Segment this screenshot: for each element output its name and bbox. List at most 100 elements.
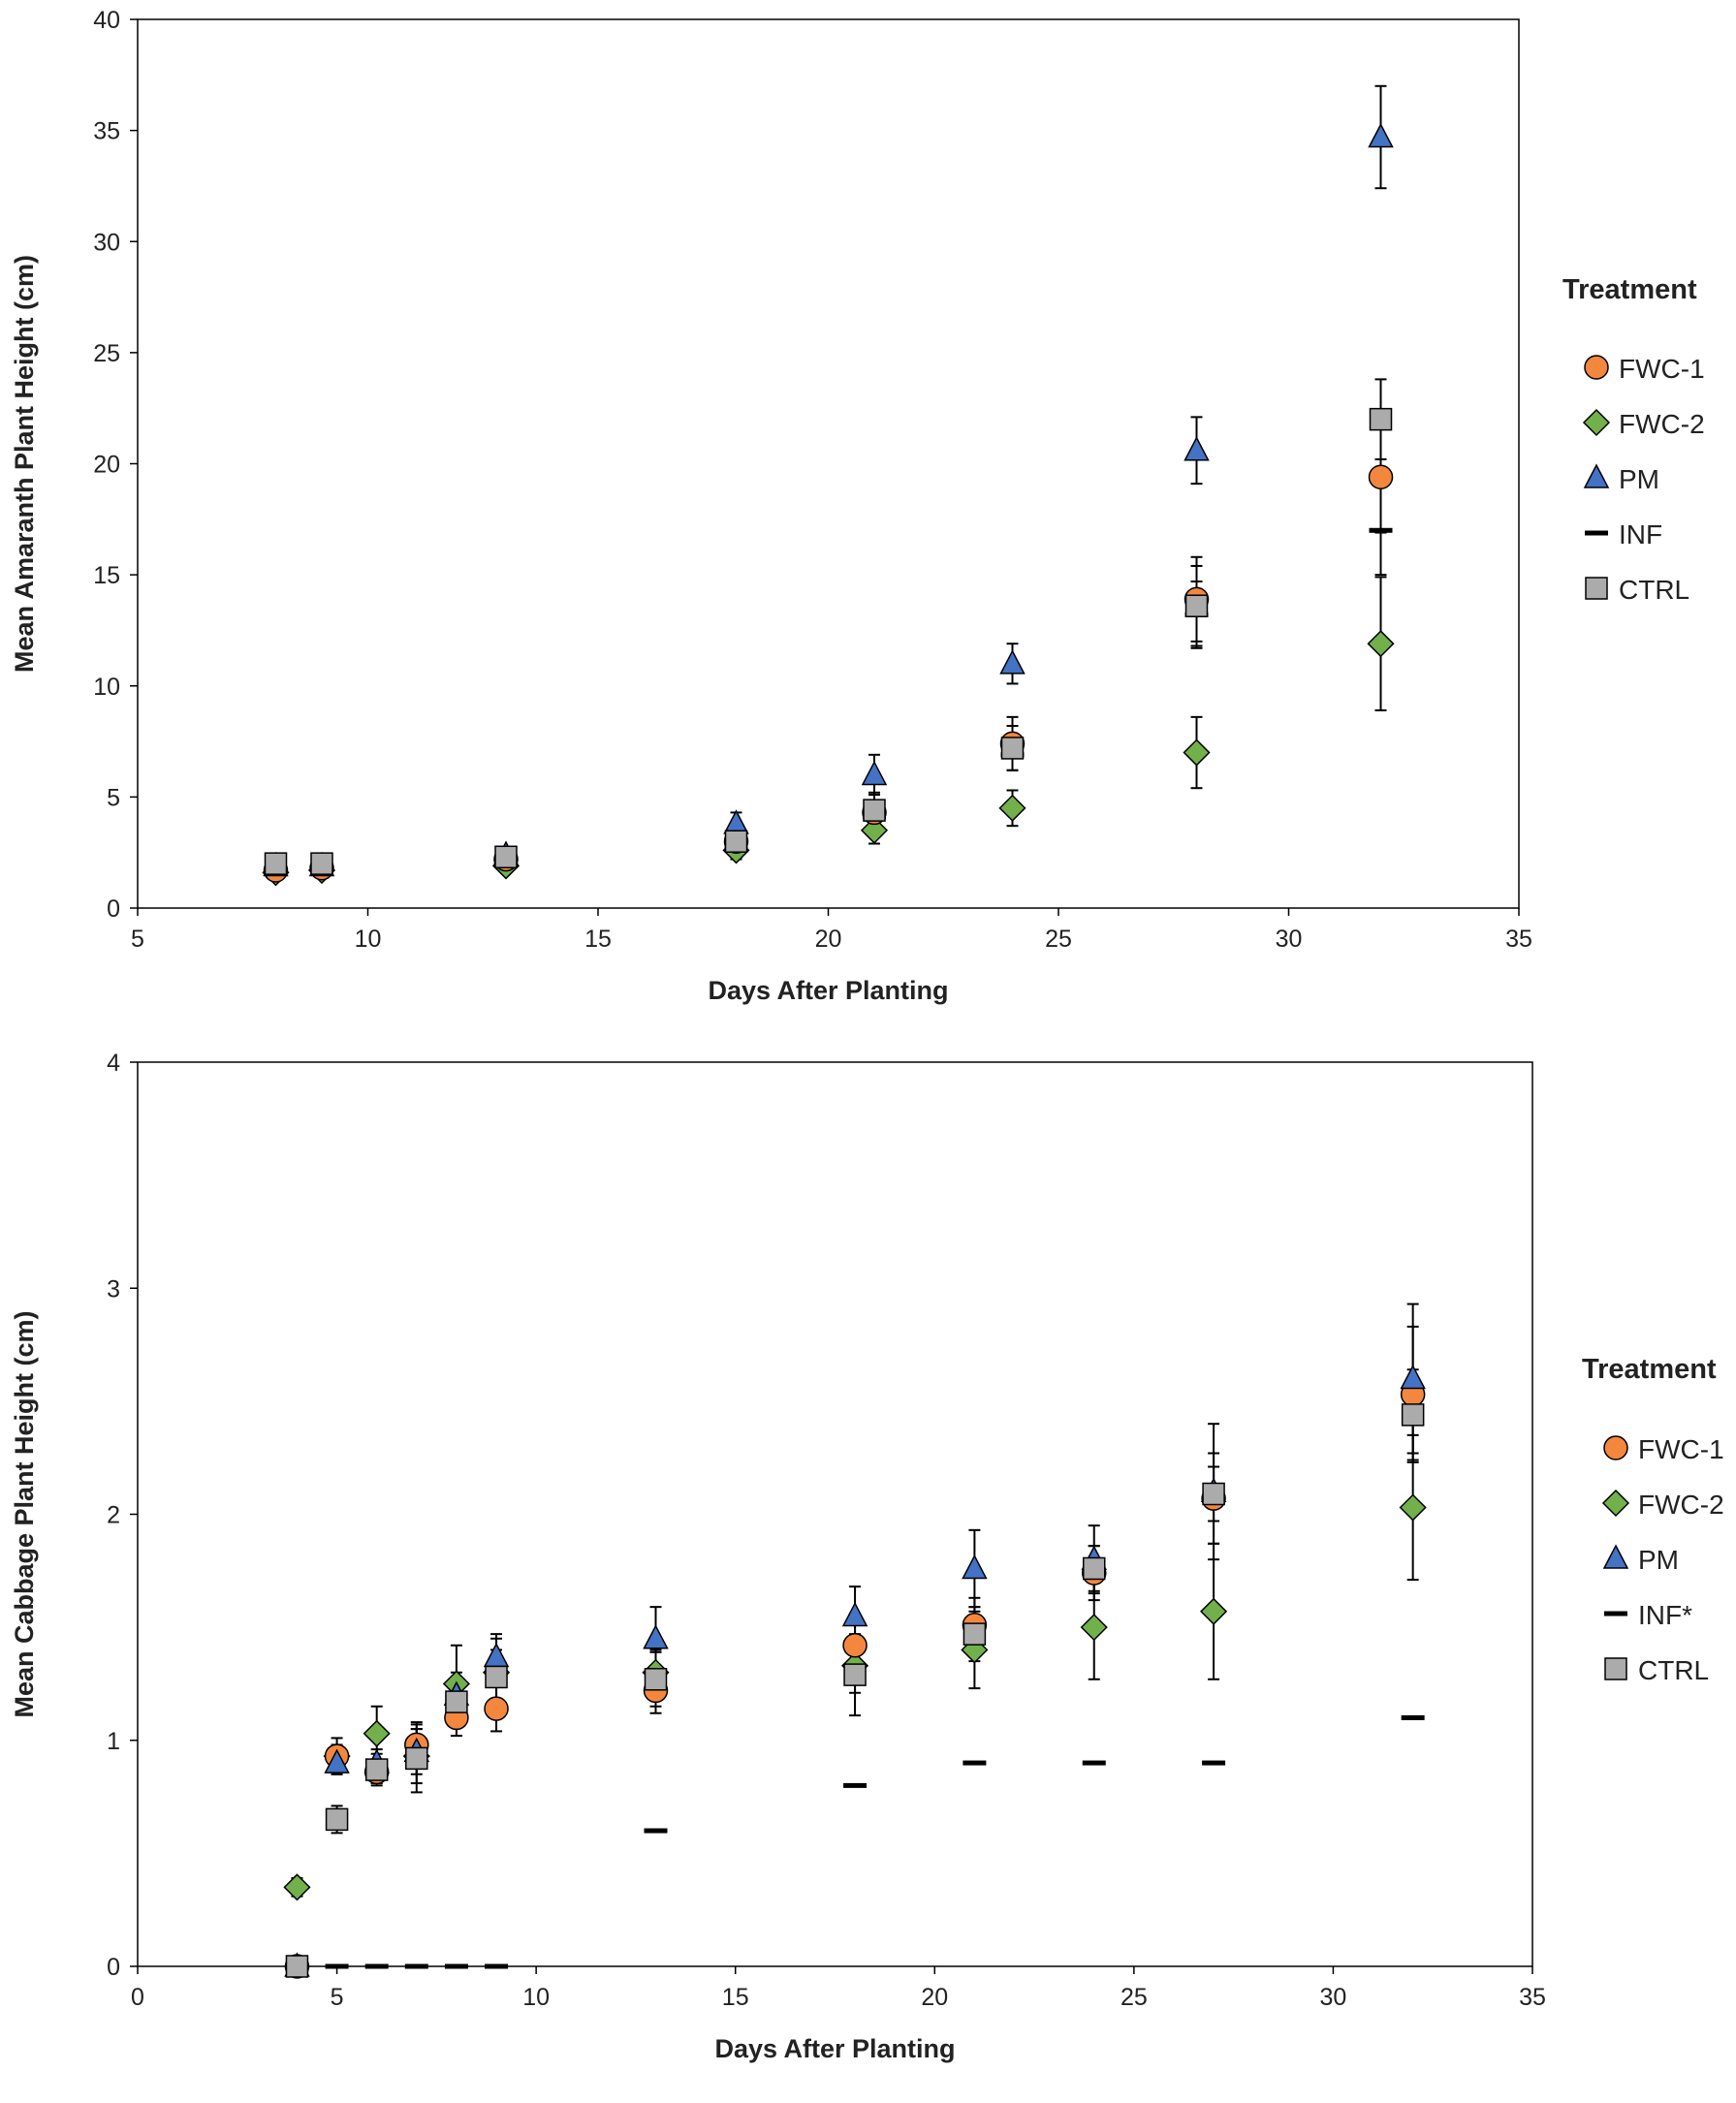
legend-item: FWC-2: [1601, 1489, 1724, 1520]
y-tick-label: 25: [93, 340, 120, 367]
data-point: [998, 794, 1026, 822]
y-tick-label: 20: [93, 452, 120, 479]
legend-label: FWC-2: [1638, 1490, 1724, 1520]
error-bars-pm: [269, 84, 1387, 872]
data-point: [1080, 1614, 1108, 1642]
legend-marker: [1602, 1544, 1629, 1569]
data-point: [860, 816, 889, 844]
x-tick-label: 20: [921, 1984, 948, 2011]
x-tick-label: 30: [1276, 926, 1303, 953]
error-bars-fwc-2: [269, 576, 1387, 878]
x-tick-label: 35: [1505, 926, 1532, 953]
x-tick-label: 35: [1519, 1984, 1546, 2011]
data-point: [283, 1873, 311, 1901]
legend-item: INF: [1585, 519, 1662, 549]
y-tick-label: 35: [93, 118, 120, 145]
legend-label: CTRL: [1619, 575, 1689, 605]
data-point: [324, 1748, 350, 1773]
y-tick-label: 2: [107, 1502, 120, 1529]
data-point: [644, 1828, 668, 1834]
y-axis-title: Mean Amaranth Plant Height (cm): [10, 255, 39, 673]
data-point: [1399, 1493, 1427, 1522]
legend-marker: [1601, 1489, 1630, 1518]
data-point: [1369, 407, 1393, 431]
series-inf: [264, 527, 1393, 875]
legend-label: CTRL: [1638, 1655, 1709, 1685]
x-tick-label: 10: [355, 926, 382, 953]
data-point: [1401, 1714, 1425, 1720]
data-point: [484, 1696, 509, 1721]
series-ctrl: [285, 1403, 1425, 1978]
error-bars-inf: [269, 485, 1387, 878]
data-point: [1000, 737, 1025, 760]
data-point: [1400, 1364, 1426, 1390]
x-tick-label: 5: [331, 1984, 344, 2011]
data-point: [404, 1963, 428, 1969]
y-tick-label: 30: [93, 229, 120, 256]
data-point: [445, 1690, 468, 1713]
data-point: [264, 852, 288, 875]
data-point: [1200, 1597, 1228, 1625]
data-point: [1368, 122, 1394, 148]
legend-marker: [1583, 463, 1610, 488]
y-tick-label: 40: [93, 7, 120, 34]
data-point: [861, 760, 888, 786]
data-point: [843, 1663, 867, 1686]
data-point: [963, 1622, 987, 1646]
y-tick-label: 3: [107, 1275, 120, 1303]
data-point: [842, 1633, 868, 1658]
data-point: [364, 1758, 389, 1781]
data-point: [325, 1807, 349, 1832]
data-point: [963, 1760, 987, 1766]
legend-item: PM: [1583, 463, 1659, 494]
error-bars-ctrl: [269, 378, 1387, 869]
data-point: [1082, 1760, 1106, 1766]
data-point: [485, 1665, 508, 1689]
data-point: [494, 845, 518, 869]
x-tick-label: 25: [1121, 1984, 1148, 2011]
legend-label: INF*: [1638, 1600, 1692, 1630]
y-tick-label: 1: [107, 1728, 120, 1755]
data-point: [1401, 1403, 1425, 1427]
data-point: [363, 1719, 391, 1747]
legend-marker: [1585, 577, 1608, 600]
x-axis-title: Days After Planting: [708, 976, 948, 1005]
legend-title: Treatment: [1582, 1354, 1717, 1385]
legend-marker: [1603, 1435, 1628, 1460]
y-tick-label: 15: [93, 562, 120, 589]
x-tick-label: 15: [584, 926, 612, 953]
x-axis-title: Days After Planting: [714, 2034, 955, 2063]
legend-item: FWC-1: [1584, 354, 1705, 384]
legend-label: FWC-1: [1619, 354, 1705, 384]
error-bars-fwc-1: [269, 420, 1387, 876]
x-tick-label: 5: [131, 926, 144, 953]
data-point: [1082, 1556, 1106, 1581]
data-point: [1202, 1760, 1226, 1766]
x-tick-label: 0: [131, 1984, 144, 2011]
series-ctrl: [264, 407, 1393, 875]
data-point: [285, 1955, 309, 1978]
legend-label: PM: [1619, 464, 1659, 494]
error-bars-ctrl: [331, 1368, 1419, 1835]
data-point: [310, 852, 333, 875]
data-point: [1184, 594, 1209, 617]
data-point: [1184, 436, 1210, 461]
data-point: [863, 799, 886, 822]
x-tick-label: 10: [522, 1984, 550, 2011]
data-point: [841, 1601, 868, 1627]
series-pm: [263, 122, 1394, 877]
data-point: [444, 1963, 468, 1969]
y-tick-label: 10: [93, 674, 120, 701]
data-point: [962, 1554, 988, 1580]
data-point: [643, 1624, 669, 1649]
data-point: [1368, 464, 1394, 490]
legend: Treatment FWC-1 FWC-2 PM INF CTRL: [1562, 274, 1705, 605]
y-tick-label: 4: [107, 1050, 120, 1077]
y-tick-label: 5: [107, 784, 120, 811]
x-tick-label: 30: [1320, 1984, 1347, 2011]
y-tick-label: 0: [107, 895, 120, 923]
series-fwc-1: [263, 464, 1394, 883]
x-tick-label: 20: [815, 926, 842, 953]
